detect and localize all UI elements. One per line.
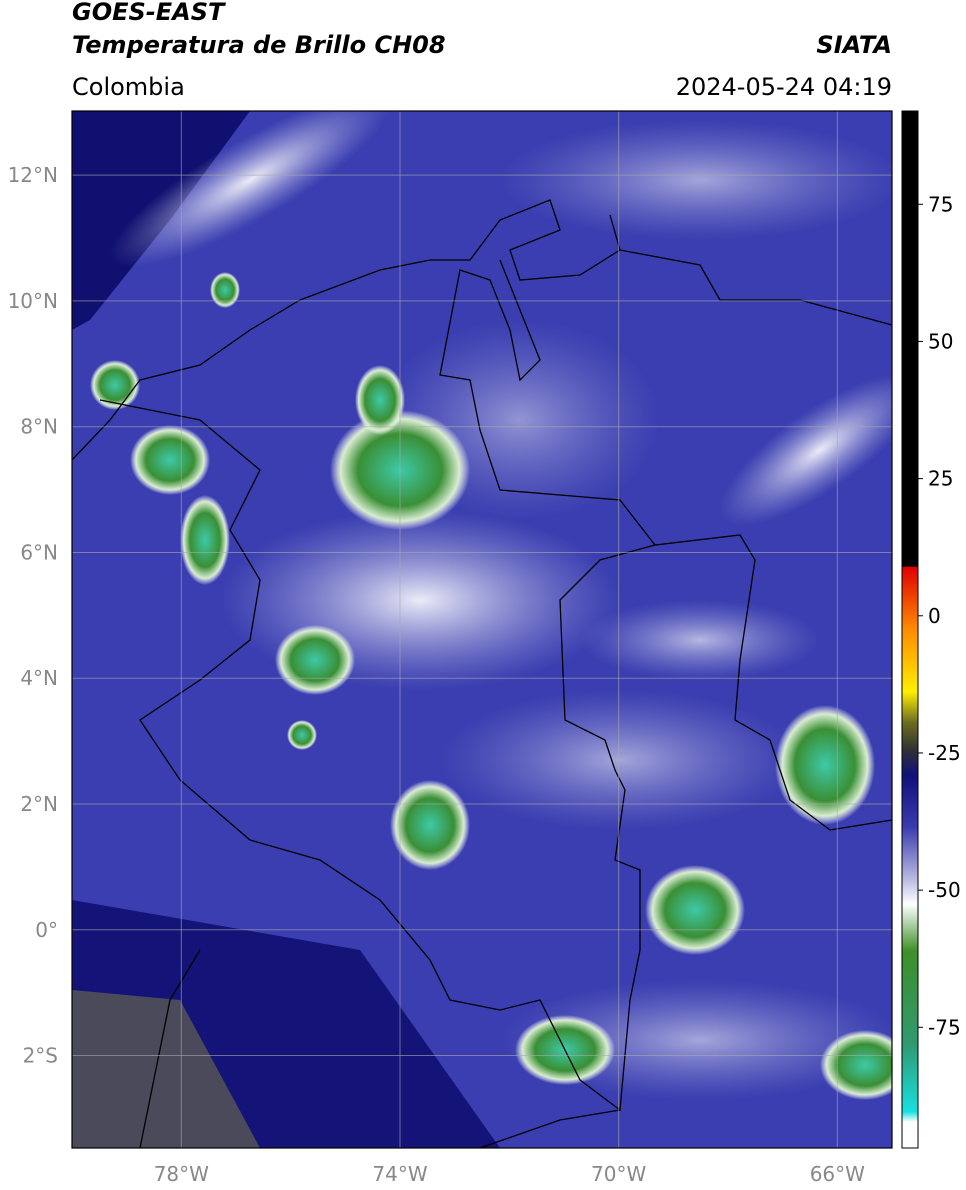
satellite: GOES-EAST — [72, 0, 226, 26]
y-tick-label: 6°N — [20, 540, 58, 564]
colorbar-tick-label: -50 — [928, 878, 961, 902]
colorbar-tick-label: 0 — [928, 604, 941, 628]
source: SIATA — [816, 31, 892, 59]
region: Colombia — [72, 73, 185, 101]
datetime: 2024-05-24 04:19 — [676, 73, 892, 101]
x-tick-label: 66°W — [810, 1162, 865, 1186]
map-frame — [71, 110, 893, 1149]
y-tick-label: 2°S — [23, 1044, 58, 1068]
graticule — [72, 111, 892, 1148]
colorbar-tick-label: 50 — [928, 329, 953, 353]
satellite-image — [72, 111, 892, 1148]
colorbar-tick-label: -25 — [928, 741, 961, 765]
y-tick-label: 2°N — [20, 792, 58, 816]
x-tick-label: 70°W — [591, 1162, 646, 1186]
colorbar-tick-label: 75 — [928, 192, 953, 216]
y-tick-label: 10°N — [8, 289, 58, 313]
y-tick-label: 8°N — [20, 415, 58, 439]
colorbar-tick-label: -75 — [928, 1015, 961, 1039]
x-tick-label: 78°W — [154, 1162, 209, 1186]
y-tick-label: 0° — [35, 918, 58, 942]
colorbar-tick-label: 25 — [928, 467, 953, 491]
y-tick-label: 4°N — [20, 666, 58, 690]
y-tick-label: 12°N — [8, 163, 58, 187]
colorbar — [901, 110, 919, 1149]
x-tick-label: 74°W — [372, 1162, 427, 1186]
product: Temperatura de Brillo CH08 — [72, 31, 446, 59]
